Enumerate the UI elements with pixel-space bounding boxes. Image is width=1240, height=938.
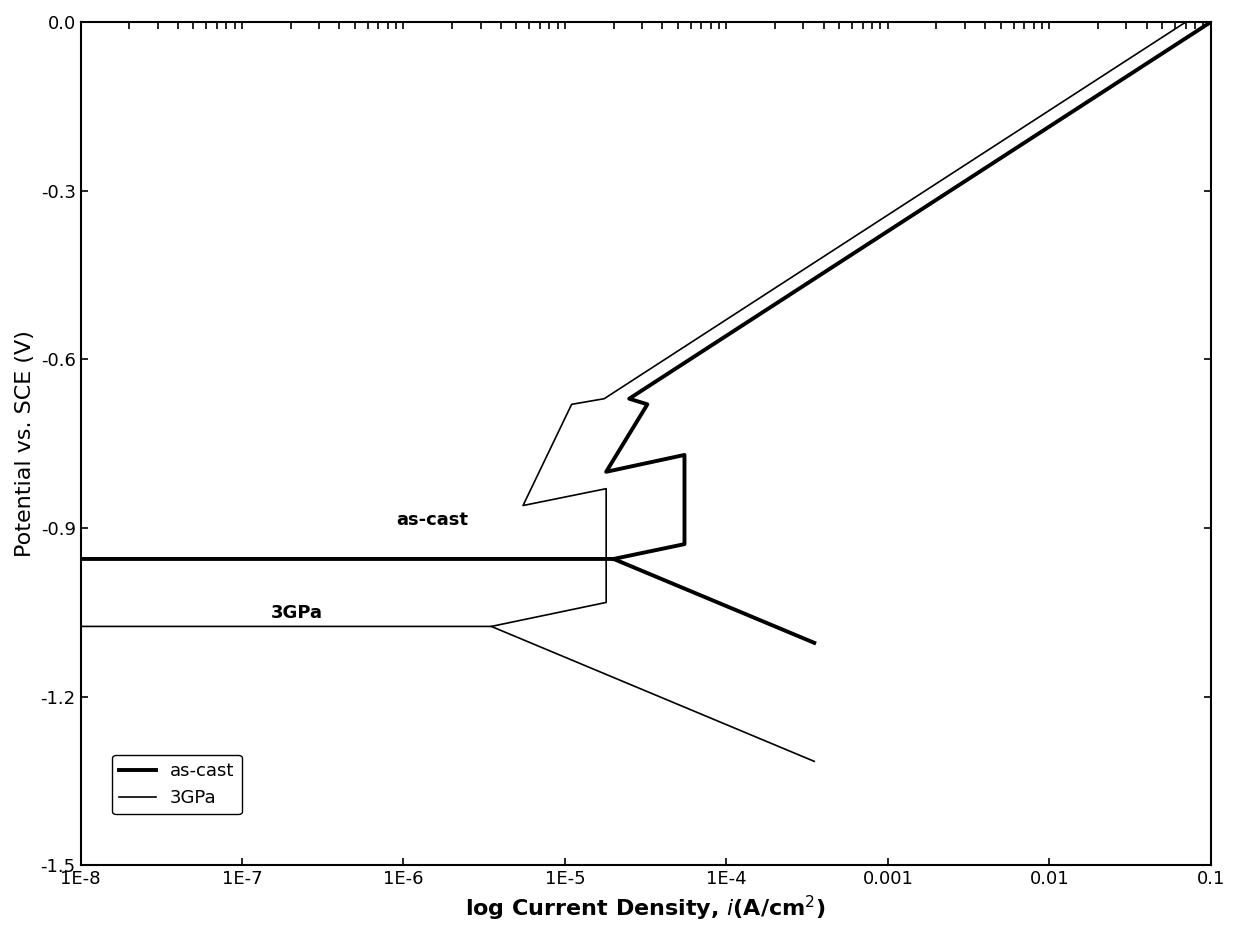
Text: as-cast: as-cast <box>396 511 467 529</box>
Y-axis label: Potential vs. SCE (V): Potential vs. SCE (V) <box>15 330 35 557</box>
Legend: as-cast, 3GPa: as-cast, 3GPa <box>112 755 242 814</box>
X-axis label: log Current Density, $i$(A/cm$^2$): log Current Density, $i$(A/cm$^2$) <box>465 894 826 923</box>
Text: 3GPa: 3GPa <box>270 604 322 622</box>
